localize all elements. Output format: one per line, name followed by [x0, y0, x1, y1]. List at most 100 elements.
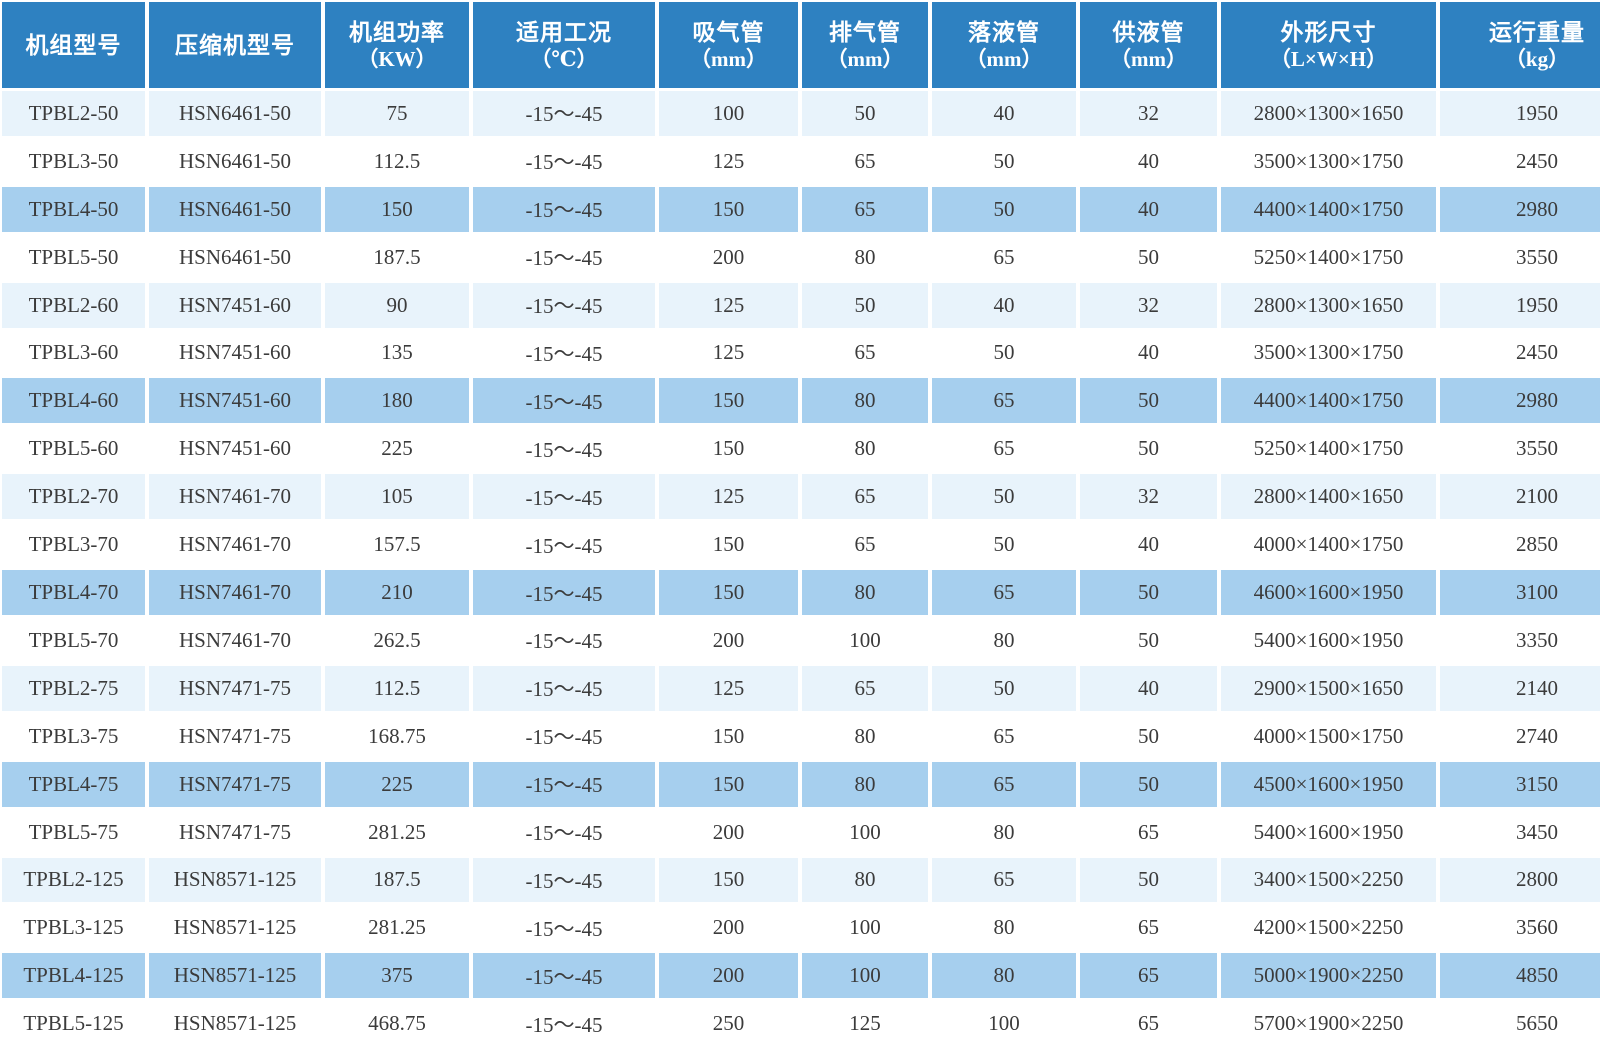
table-cell-unit-model: TPBL4-60: [2, 378, 145, 424]
table-cell-liquid-supply-pipe: 40: [1080, 330, 1217, 376]
table-row: TPBL2-125 HSN8571-125 187.5 -15～-45 150 80 65 5…: [2, 857, 1600, 903]
table-cell-unit-power: 187.5: [325, 234, 469, 280]
table-cell-compressor-model: HSN6461-50: [149, 138, 321, 184]
table-cell-working-condition: -15～-45: [473, 474, 655, 520]
table-cell-unit-model: TPBL3-50: [2, 138, 145, 184]
table-cell-running-weight: 1950: [1440, 91, 1600, 136]
table-cell-liquid-drop-pipe: 65: [932, 857, 1076, 903]
table-cell-suction-pipe: 250: [659, 1001, 798, 1046]
table-cell-discharge-pipe: 50: [802, 282, 928, 328]
table-cell-discharge-pipe: 65: [802, 665, 928, 711]
header-unit: （℃）: [530, 47, 598, 72]
table-cell-unit-model: TPBL4-125: [2, 953, 145, 999]
table-cell-discharge-pipe: 80: [802, 426, 928, 472]
header-cell-discharge-pipe: 排气管 （mm）: [802, 2, 928, 88]
table-cell-liquid-supply-pipe: 40: [1080, 186, 1217, 232]
table-cell-dimensions: 2800×1400×1650: [1221, 474, 1436, 520]
table-cell-compressor-model: HSN7471-75: [149, 665, 321, 711]
table-cell-working-condition: -15～-45: [473, 138, 655, 184]
table-header: 机组型号 压缩机型号 机组功率 （KW） 适用工况 （℃） 吸气管 （mm） 排气管 （mm） 落液…: [2, 2, 1600, 88]
header-cell-suction-pipe: 吸气管 （mm）: [659, 2, 798, 88]
table-cell-compressor-model: HSN8571-125: [149, 857, 321, 903]
table-cell-dimensions: 5250×1400×1750: [1221, 426, 1436, 472]
table-cell-liquid-drop-pipe: 65: [932, 761, 1076, 807]
table-cell-unit-model: TPBL2-125: [2, 857, 145, 903]
table-cell-running-weight: 5650: [1440, 1001, 1600, 1046]
table-cell-running-weight: 2450: [1440, 138, 1600, 184]
table-cell-running-weight: 2980: [1440, 186, 1600, 232]
table-cell-liquid-drop-pipe: 50: [932, 186, 1076, 232]
table-cell-dimensions: 5000×1900×2250: [1221, 953, 1436, 999]
table-cell-dimensions: 4400×1400×1750: [1221, 378, 1436, 424]
table-cell-liquid-supply-pipe: 32: [1080, 91, 1217, 136]
table-cell-unit-model: TPBL4-50: [2, 186, 145, 232]
table-cell-suction-pipe: 150: [659, 378, 798, 424]
table-row: TPBL2-50 HSN6461-50 75 -15～-45 100 50 40 32 2800…: [2, 91, 1600, 136]
table-row: TPBL3-50 HSN6461-50 112.5 -15～-45 125 65 50 40 3…: [2, 138, 1600, 184]
table-cell-compressor-model: HSN7451-60: [149, 378, 321, 424]
table-cell-discharge-pipe: 65: [802, 474, 928, 520]
table-cell-liquid-drop-pipe: 80: [932, 809, 1076, 855]
table-cell-suction-pipe: 200: [659, 234, 798, 280]
header-label: 落液管: [968, 18, 1040, 45]
header-cell-unit-model: 机组型号: [2, 2, 145, 88]
table-cell-compressor-model: HSN7451-60: [149, 330, 321, 376]
table-cell-unit-power: 75: [325, 91, 469, 136]
table-cell-dimensions: 3500×1300×1750: [1221, 138, 1436, 184]
table-cell-suction-pipe: 100: [659, 91, 798, 136]
table-cell-unit-power: 281.25: [325, 809, 469, 855]
table-cell-running-weight: 3350: [1440, 617, 1600, 663]
table-cell-unit-power: 468.75: [325, 1001, 469, 1046]
table-cell-liquid-supply-pipe: 50: [1080, 761, 1217, 807]
table-cell-compressor-model: HSN7471-75: [149, 809, 321, 855]
table-cell-compressor-model: HSN8571-125: [149, 905, 321, 951]
header-cell-unit-power: 机组功率 （KW）: [325, 2, 469, 88]
table-cell-compressor-model: HSN7471-75: [149, 713, 321, 759]
header-cell-dimensions: 外形尺寸 （L×W×H）: [1221, 2, 1436, 88]
table-cell-discharge-pipe: 100: [802, 809, 928, 855]
table-cell-suction-pipe: 125: [659, 474, 798, 520]
table-cell-compressor-model: HSN6461-50: [149, 91, 321, 136]
table-cell-discharge-pipe: 80: [802, 857, 928, 903]
header-label: 排气管: [829, 18, 901, 45]
table-row: TPBL2-60 HSN7451-60 90 -15～-45 125 50 40 32 2800…: [2, 282, 1600, 328]
table-cell-dimensions: 3500×1300×1750: [1221, 330, 1436, 376]
table-cell-discharge-pipe: 65: [802, 330, 928, 376]
table-cell-working-condition: -15～-45: [473, 330, 655, 376]
table-cell-suction-pipe: 150: [659, 426, 798, 472]
table-row: TPBL5-60 HSN7451-60 225 -15～-45 150 80 65 50 525…: [2, 426, 1600, 472]
table-cell-unit-power: 90: [325, 282, 469, 328]
table-cell-liquid-supply-pipe: 50: [1080, 378, 1217, 424]
table-cell-unit-power: 225: [325, 426, 469, 472]
table-cell-running-weight: 2450: [1440, 330, 1600, 376]
table-row: TPBL4-75 HSN7471-75 225 -15～-45 150 80 65 50 450…: [2, 761, 1600, 807]
table-cell-dimensions: 2800×1300×1650: [1221, 91, 1436, 136]
table-row: TPBL3-125 HSN8571-125 281.25 -15～-45 200 100 8…: [2, 905, 1600, 951]
table-cell-suction-pipe: 125: [659, 665, 798, 711]
table-cell-compressor-model: HSN8571-125: [149, 1001, 321, 1046]
table-cell-suction-pipe: 150: [659, 522, 798, 568]
table-cell-liquid-drop-pipe: 100: [932, 1001, 1076, 1046]
table-cell-unit-model: TPBL4-75: [2, 761, 145, 807]
table-cell-unit-model: TPBL5-70: [2, 617, 145, 663]
table-cell-dimensions: 4600×1600×1950: [1221, 570, 1436, 615]
table-row: TPBL2-70 HSN7461-70 105 -15～-45 125 65 50 32 280…: [2, 474, 1600, 520]
table-cell-working-condition: -15～-45: [473, 234, 655, 280]
table-cell-discharge-pipe: 65: [802, 522, 928, 568]
table-row: TPBL5-125 HSN8571-125 468.75 -15～-45 250 125 1…: [2, 1001, 1600, 1046]
table-cell-running-weight: 2140: [1440, 665, 1600, 711]
table-cell-working-condition: -15～-45: [473, 282, 655, 328]
table-cell-working-condition: -15～-45: [473, 761, 655, 807]
table-cell-unit-power: 112.5: [325, 138, 469, 184]
table-cell-working-condition: -15～-45: [473, 186, 655, 232]
table-cell-working-condition: -15～-45: [473, 426, 655, 472]
header-label: 压缩机型号: [175, 31, 295, 58]
table-cell-suction-pipe: 200: [659, 617, 798, 663]
table-cell-liquid-supply-pipe: 40: [1080, 665, 1217, 711]
table-cell-working-condition: -15～-45: [473, 857, 655, 903]
header-unit: （mm）: [965, 47, 1043, 72]
table-cell-liquid-drop-pipe: 80: [932, 617, 1076, 663]
header-cell-liquid-drop-pipe: 落液管 （mm）: [932, 2, 1076, 88]
table-cell-running-weight: 2980: [1440, 378, 1600, 424]
